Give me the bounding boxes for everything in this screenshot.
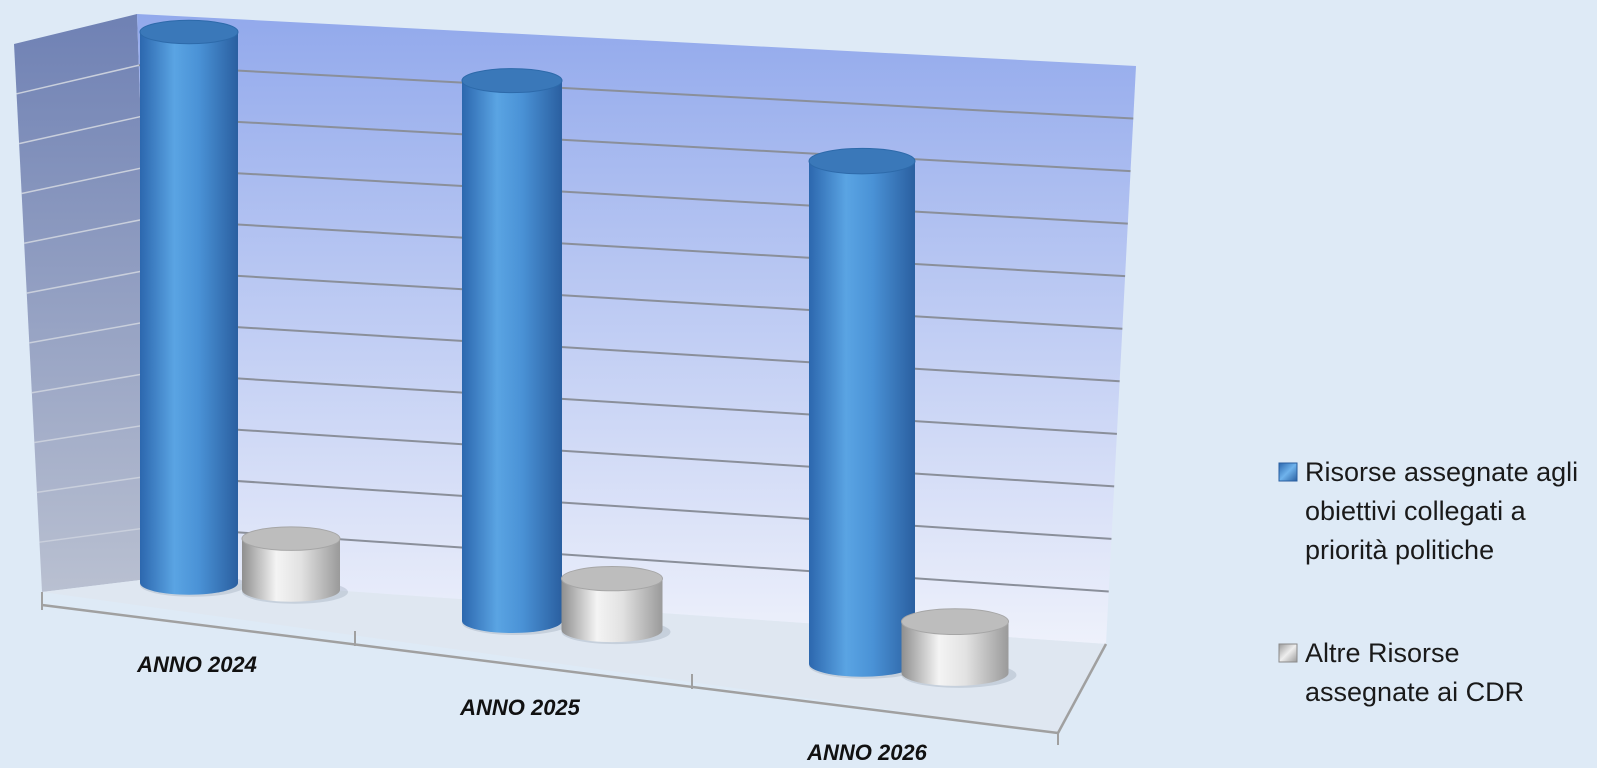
x-axis-labels: ANNO 2024 ANNO 2025 ANNO 2026 xyxy=(136,652,928,765)
bars xyxy=(139,19,1017,688)
gridline xyxy=(146,269,1123,330)
bar-body xyxy=(242,538,340,602)
bar-top xyxy=(461,68,563,94)
side-wall xyxy=(14,14,157,592)
bar-top xyxy=(808,147,916,175)
side-gridline xyxy=(21,167,143,195)
legend-secondary: Altre Risorse assegnate ai CDR xyxy=(1278,634,1565,712)
bar-top xyxy=(139,19,239,45)
x-tick-label: ANNO 2026 xyxy=(806,740,928,763)
legend-swatch-primary xyxy=(1278,462,1298,482)
legend-label-secondary: Altre Risorse assegnate ai CDR xyxy=(1305,638,1525,707)
gridline xyxy=(153,474,1112,540)
gridline xyxy=(149,371,1117,435)
legend: Risorse assegnate agli obiettivi collega… xyxy=(1278,453,1597,570)
side-gridline xyxy=(36,474,154,494)
bar-body xyxy=(809,161,915,677)
bar-body xyxy=(901,621,1009,686)
side-gridline xyxy=(39,525,156,543)
bar-top xyxy=(901,608,1009,635)
gridline xyxy=(140,115,1131,173)
floor-right-edge xyxy=(1056,643,1108,734)
gridline xyxy=(151,423,1115,488)
gridlines xyxy=(16,64,1134,593)
legend-item-primary: Risorse assegnate agli obiettivi collega… xyxy=(1278,453,1597,570)
bar-series2-2 xyxy=(901,608,1017,688)
legend-swatch-secondary xyxy=(1278,643,1298,663)
side-gridline xyxy=(34,423,152,444)
side-gridline xyxy=(26,269,147,294)
bar-top xyxy=(241,526,341,551)
bar-series2-0 xyxy=(241,526,348,604)
gridline xyxy=(144,218,1126,278)
x-tick-label: ANNO 2024 xyxy=(136,652,257,677)
bar-series2-1 xyxy=(561,566,671,645)
side-gridline xyxy=(24,218,145,245)
bar-body xyxy=(462,80,562,633)
bar-series1-2 xyxy=(808,147,923,679)
bar-series1-0 xyxy=(139,19,246,597)
gridline xyxy=(142,166,1128,225)
side-gridline xyxy=(18,115,141,145)
side-gridline xyxy=(31,372,150,394)
bar-top xyxy=(561,566,663,592)
floor-front-edge xyxy=(41,603,1059,735)
gridline xyxy=(138,64,1134,120)
bar-series1-1 xyxy=(461,68,570,635)
x-tick-label: ANNO 2025 xyxy=(459,695,581,720)
bar-body xyxy=(140,31,238,595)
gridline xyxy=(147,320,1120,383)
side-gridline xyxy=(16,64,139,95)
side-gridline xyxy=(29,320,149,344)
bar-body xyxy=(561,578,663,643)
legend-item-secondary: Altre Risorse assegnate ai CDR xyxy=(1278,634,1565,712)
legend-label-primary: Risorse assegnate agli obiettivi collega… xyxy=(1305,457,1579,565)
floor xyxy=(42,578,1106,733)
